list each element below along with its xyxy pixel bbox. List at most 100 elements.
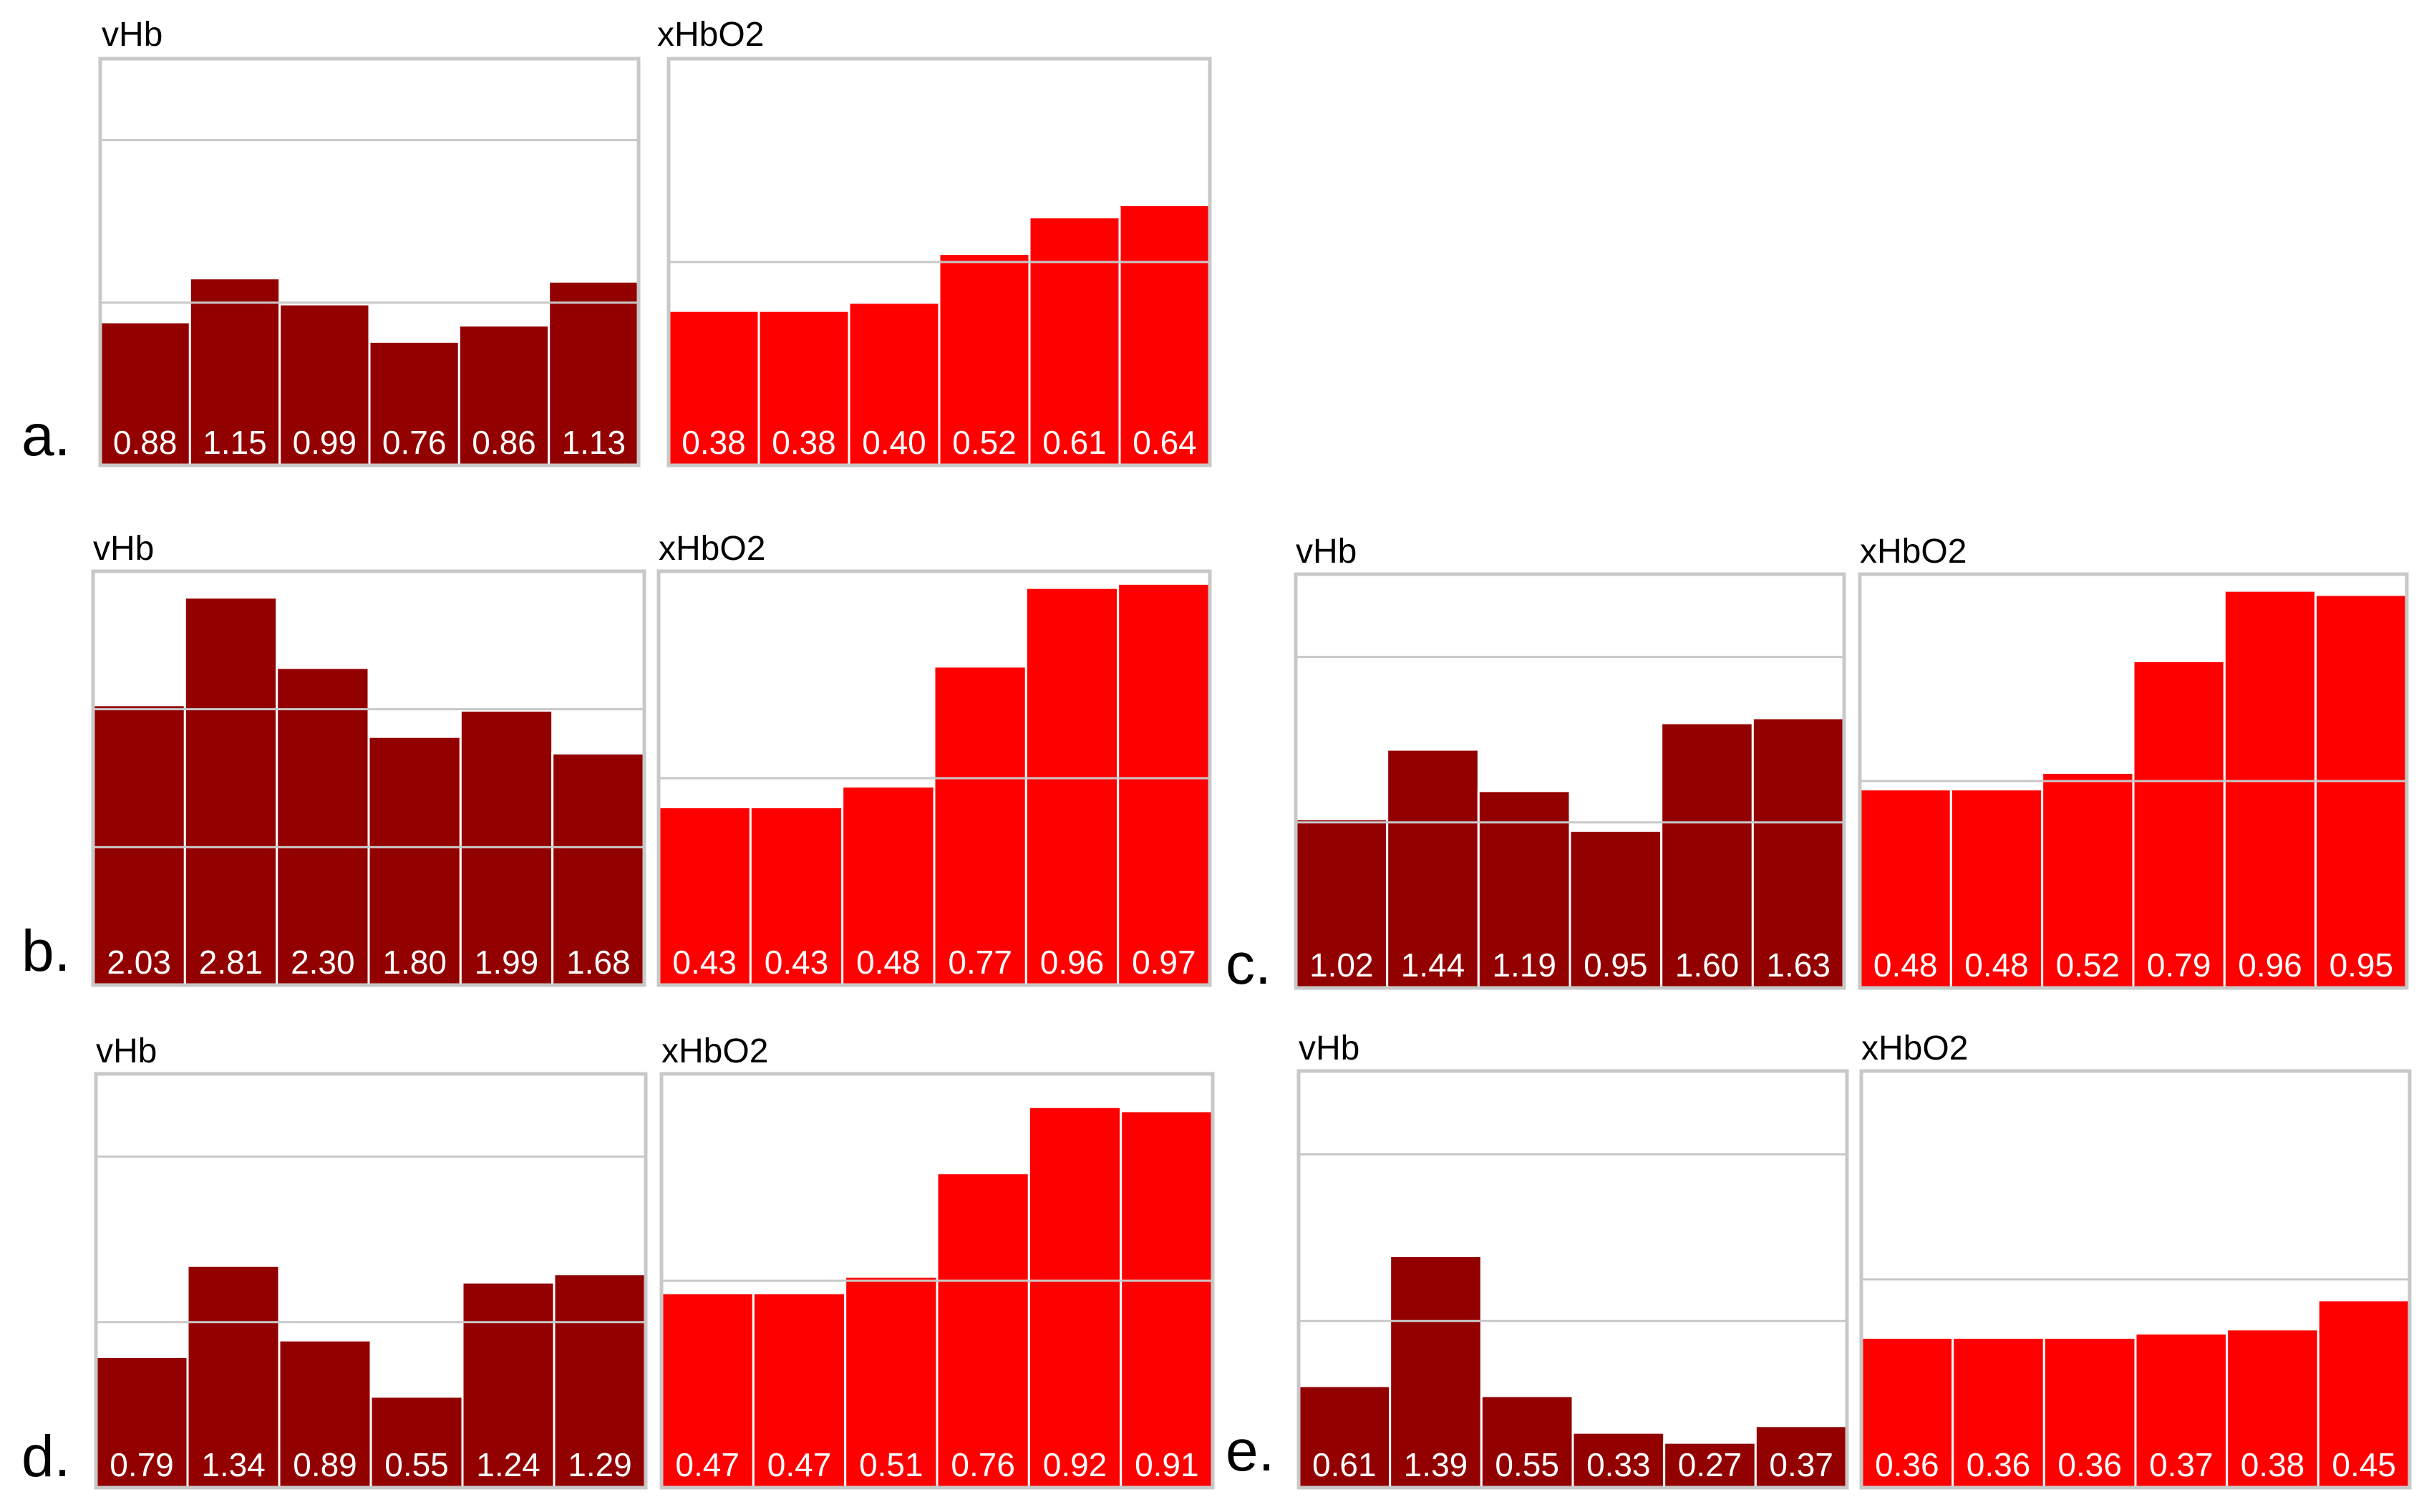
bar-d-vhb-6 <box>553 1273 647 1489</box>
data-label-d-vhb-1: 0.79 <box>110 1446 174 1483</box>
bar-e-vhb-5 <box>1663 1441 1757 1489</box>
data-label-a-xhbo2-3: 0.40 <box>862 424 926 461</box>
plot-frame-e-vhb <box>1296 1069 1849 1490</box>
data-label-e-vhb-1: 0.61 <box>1312 1446 1377 1483</box>
bar-d-vhb-2 <box>186 1264 281 1489</box>
chart-title-a-xhbo2: xHbO2 <box>657 16 764 54</box>
plot-frame-b-xhbo2 <box>656 569 1212 987</box>
panel-label-b: b. <box>21 919 70 984</box>
data-label-b-vhb-5: 1.99 <box>475 944 539 981</box>
panel-label-e: e. <box>1226 1418 1274 1483</box>
data-label-e-xhbo2-3: 0.36 <box>2057 1446 2122 1483</box>
data-label-d-xhbo2-1: 0.47 <box>675 1446 740 1483</box>
bar-b-vhb-6 <box>551 752 646 987</box>
bar-e-xhbo2-2 <box>1951 1336 2045 1489</box>
data-label-a-vhb-3: 0.99 <box>293 424 357 461</box>
bar-a-vhb-2 <box>188 277 281 467</box>
data-label-a-vhb-2: 1.15 <box>203 424 267 461</box>
bar-c-vhb-2 <box>1386 748 1480 989</box>
chart-title-b-vhb: vHb <box>93 530 154 568</box>
data-label-e-vhb-4: 0.33 <box>1586 1446 1651 1483</box>
data-label-e-vhb-6: 0.37 <box>1769 1446 1833 1483</box>
plot-frame-c-xhbo2 <box>1858 572 2409 990</box>
data-label-b-xhbo2-5: 0.96 <box>1040 944 1105 981</box>
chart-title-d-xhbo2: xHbO2 <box>661 1032 768 1070</box>
data-label-b-vhb-3: 2.30 <box>291 944 355 981</box>
data-label-c-xhbo2-2: 0.48 <box>1964 946 2029 984</box>
bar-a-vhb-1 <box>99 321 191 467</box>
data-label-e-xhbo2-5: 0.38 <box>2241 1446 2305 1483</box>
data-label-d-vhb-2: 1.34 <box>201 1446 266 1483</box>
bar-e-xhbo2-5 <box>2226 1328 2319 1489</box>
panel-label-d: d. <box>21 1424 70 1489</box>
bar-a-xhbo2-4 <box>938 253 1031 467</box>
data-label-a-xhbo2-4: 0.52 <box>952 424 1017 461</box>
bar-c-vhb-5 <box>1660 722 1754 989</box>
bar-e-xhbo2-4 <box>2134 1332 2229 1489</box>
data-label-b-vhb-2: 2.81 <box>199 944 263 981</box>
bar-c-vhb-3 <box>1477 790 1571 989</box>
bar-c-xhbo2-5 <box>2223 589 2317 989</box>
data-label-d-xhbo2-3: 0.51 <box>859 1446 923 1483</box>
bar-d-vhb-3 <box>278 1339 372 1489</box>
bar-d-xhbo2-4 <box>936 1172 1030 1489</box>
chart-title-e-vhb: vHb <box>1299 1029 1359 1067</box>
bar-b-vhb-3 <box>276 667 370 987</box>
data-label-d-vhb-5: 1.24 <box>476 1446 540 1483</box>
data-label-e-vhb-5: 0.27 <box>1678 1446 1742 1483</box>
bar-c-xhbo2-3 <box>2041 771 2135 989</box>
bar-b-xhbo2-5 <box>1024 586 1120 987</box>
chart-title-e-xhbo2: xHbO2 <box>1861 1029 1968 1067</box>
data-label-b-xhbo2-2: 0.43 <box>765 944 829 981</box>
data-label-a-vhb-1: 0.88 <box>113 424 178 461</box>
plot-frame-d-vhb <box>94 1072 648 1490</box>
chart-e-vhb: vHb 0.61 1.39 0.55 0.33 0.27 0.37 <box>1296 1029 1849 1490</box>
chart-title-b-xhbo2: xHbO2 <box>659 530 765 568</box>
data-label-a-xhbo2-6: 0.64 <box>1133 424 1197 461</box>
chart-d-vhb: vHb 0.79 1.34 0.89 0.55 1.24 1.29 <box>94 1032 648 1490</box>
data-label-a-xhbo2-2: 0.38 <box>772 424 836 461</box>
chart-e-xhbo2: xHbO2 0.36 0.36 0.36 0.37 0.38 0.45 <box>1859 1029 2412 1490</box>
data-label-c-vhb-5: 1.60 <box>1675 946 1740 984</box>
chart-a-vhb: vHb 0.88 1.15 0.99 0.76 0.86 1.13 <box>98 16 641 467</box>
bar-c-xhbo2-2 <box>1949 788 2044 989</box>
bar-d-xhbo2-6 <box>1120 1110 1214 1489</box>
bar-c-xhbo2-6 <box>2314 593 2408 989</box>
panel-label-c: c. <box>1226 931 1271 997</box>
data-label-c-vhb-6: 1.63 <box>1766 946 1831 984</box>
bar-a-xhbo2-2 <box>757 309 850 467</box>
data-label-c-xhbo2-6: 0.95 <box>2329 946 2394 984</box>
charts-layer: vHb 0.88 1.15 0.99 0.76 0.86 1.13 xHbO2 0.38 0.38… <box>91 16 2412 1490</box>
data-label-c-xhbo2-1: 0.48 <box>1873 946 1938 984</box>
bar-c-xhbo2-4 <box>2132 659 2226 989</box>
bar-a-vhb-3 <box>278 303 371 467</box>
data-label-b-vhb-1: 2.03 <box>107 944 171 981</box>
data-label-c-xhbo2-4: 0.79 <box>2147 946 2211 984</box>
chart-b-xhbo2: xHbO2 0.43 0.43 0.48 0.77 0.96 0.97 <box>656 530 1212 987</box>
bar-d-xhbo2-5 <box>1027 1105 1123 1489</box>
plot-frame-b-vhb <box>91 569 646 987</box>
bar-e-xhbo2-3 <box>2042 1336 2137 1489</box>
plot-frame-a-xhbo2 <box>666 57 1212 467</box>
data-label-d-xhbo2-4: 0.76 <box>951 1446 1015 1483</box>
chart-title-c-vhb: vHb <box>1296 533 1357 571</box>
chart-a-xhbo2: xHbO2 0.38 0.38 0.40 0.52 0.61 0.64 <box>657 16 1212 467</box>
plot-frame-e-xhbo2 <box>1859 1069 2412 1490</box>
bar-b-vhb-2 <box>183 596 278 987</box>
bar-d-vhb-1 <box>94 1355 189 1489</box>
data-label-c-vhb-4: 0.95 <box>1584 946 1648 984</box>
bar-c-vhb-4 <box>1568 829 1663 989</box>
data-label-b-vhb-6: 1.68 <box>566 944 631 981</box>
data-label-d-vhb-3: 0.89 <box>293 1446 357 1483</box>
panel-label-a: a. <box>21 403 70 468</box>
bar-e-vhb-2 <box>1389 1254 1483 1489</box>
plot-frame-c-vhb <box>1294 572 1846 990</box>
data-label-d-xhbo2-5: 0.92 <box>1043 1446 1107 1483</box>
data-label-a-vhb-4: 0.76 <box>382 424 447 461</box>
data-label-a-xhbo2-5: 0.61 <box>1042 424 1107 461</box>
data-label-b-xhbo2-1: 0.43 <box>672 944 737 981</box>
data-label-b-xhbo2-6: 0.97 <box>1132 944 1196 981</box>
data-label-e-vhb-2: 1.39 <box>1404 1446 1468 1483</box>
chart-d-xhbo2: xHbO2 0.47 0.47 0.51 0.76 0.92 0.91 <box>659 1032 1215 1490</box>
